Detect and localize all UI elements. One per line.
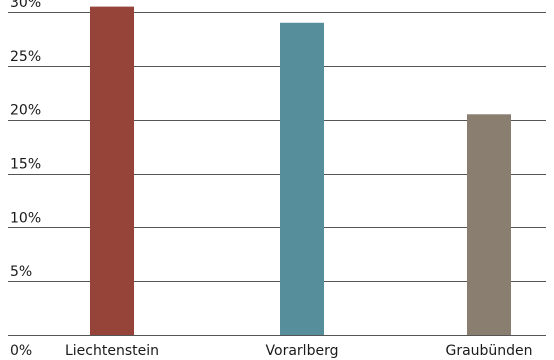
x-axis-category-labels: Liechtenstein Vorarlberg Graubünden (65, 343, 533, 359)
y-tick-label-25: 25% (10, 49, 41, 65)
bar-graubünden (467, 114, 511, 336)
x-category-label-liechtenstein: Liechtenstein (65, 343, 159, 359)
y-tick-label-5: 5% (10, 264, 32, 280)
y-tick-label-15: 15% (10, 157, 41, 173)
bar-liechtenstein (90, 6, 134, 335)
y-tick-label-30: 30% (10, 0, 41, 11)
y-tick-label-0: 0% (10, 343, 32, 359)
bar-vorarlberg (280, 22, 324, 336)
y-tick-label-10: 10% (10, 210, 41, 226)
x-category-label-vorarlberg: Vorarlberg (266, 343, 339, 359)
bars (90, 6, 511, 336)
gridlines (8, 12, 546, 336)
y-tick-label-20: 20% (10, 103, 41, 119)
y-axis-tick-labels: 0% 5% 10% 15% 20% 25% 30% (10, 0, 41, 359)
x-category-label-graubünden: Graubünden (445, 343, 532, 359)
